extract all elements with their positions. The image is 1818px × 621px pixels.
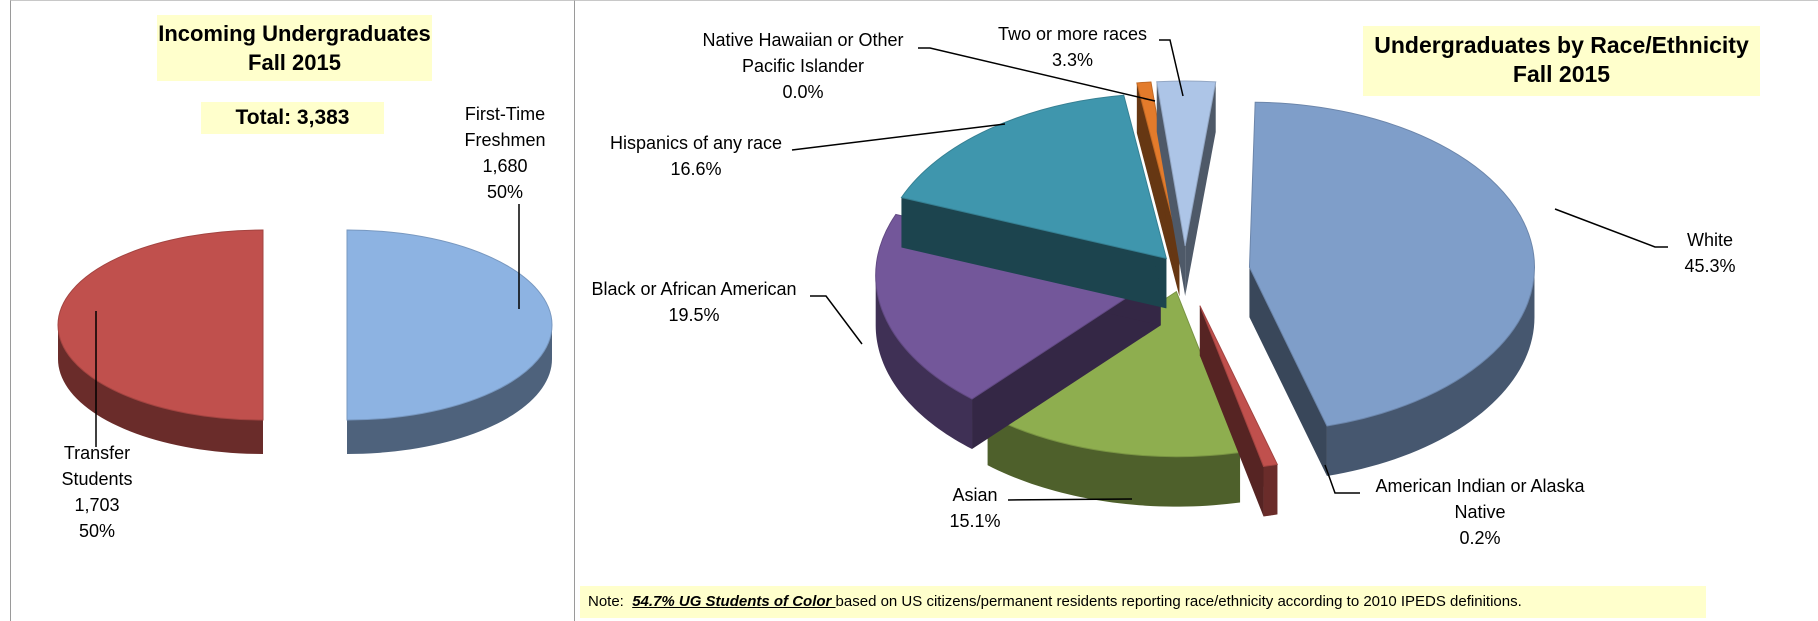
leader-two-or-more [1159,39,1184,97]
slice-top-two-or-more-races [1156,80,1217,247]
incoming-title: Incoming Undergraduates [158,21,431,46]
slice-first-time-freshmen [346,229,553,454]
slice-top-american-indian-or-alaska-native [1199,305,1279,468]
percent-native-hawaiian: 0.0% [782,82,824,102]
slice-wall-american-indian-or-alaska-native [1199,305,1264,517]
slice-side-american-indian-or-alaska-native [1263,464,1278,517]
leader-asian [1007,498,1133,501]
label-native-hawaiian: Native Hawaiian or Other Pacific Islande… [683,27,923,105]
incoming-title-box: Incoming Undergraduates Fall 2015 [157,15,432,81]
percent-black: 19.5% [668,305,720,325]
label-white: White 45.3% [1670,227,1750,279]
slice-side-asian [987,415,1241,507]
percent-transfer-students: 50% [78,521,116,541]
label-hispanics: Hispanics of any race 16.6% [598,130,794,182]
slice-wall-hispanics-of-any-race [901,197,1167,309]
slice-top-native-hawaiian-or-other-pacific-islander [1136,81,1180,247]
percent-american-indian: 0.2% [1459,528,1501,548]
leader-native-hawaiian [918,47,1156,102]
percent-two-or-more: 3.3% [1051,50,1094,70]
percent-hispanics: 16.6% [670,159,722,179]
label-first-time-freshmen: First-Time Freshmen 1,680 50% [450,101,560,205]
percent-asian: 15.1% [949,511,1001,531]
percent-white: 45.3% [1684,256,1736,276]
incoming-subtitle: Fall 2015 [248,50,341,75]
slice-wall-two-or-more-races [1185,81,1216,296]
slice-side-first-time-freshmen [347,325,552,454]
leader-american-indian [1324,464,1360,494]
slice-side-white [1326,267,1535,476]
slice-two-or-more-races [1156,80,1217,296]
note-suffix: based on US citizens/permanent residents… [835,593,1522,610]
label-two-or-more: Two or more races 3.3% [985,21,1160,73]
label-asian: Asian 15.1% [935,482,1015,534]
slice-top-hispanics-of-any-race [900,94,1168,260]
incoming-pie [57,229,553,454]
note-prefix: Note: [588,593,633,610]
slice-top-white [1248,101,1535,427]
slice-side-transfer-students [58,325,263,454]
slice-transfer-students [57,229,264,454]
percent-first-time-freshmen: 50% [486,182,524,202]
slice-american-indian-or-alaska-native [1199,305,1279,517]
value-first-time-freshmen: 1,680 [482,156,528,176]
leader-hispanics [791,123,1006,151]
slice-white [1248,101,1535,476]
label-black: Black or African American 19.5% [580,276,808,328]
slice-wall-native-hawaiian-or-other-pacific-islander [1136,83,1180,297]
slice-top-first-time-freshmen [346,229,553,421]
note-box: Note: 54.7% UG Students of Color based o… [580,586,1706,618]
value-transfer-students: 1,703 [74,495,120,515]
note-emphasis: 54.7% UG Students of Color [632,593,836,610]
slice-wall-white [1249,267,1327,476]
race-title: Undergraduates by Race/Ethnicity [1374,32,1749,58]
race-ethnicity-pie [875,80,1535,517]
total-box: Total: 3,383 [201,102,384,134]
race-subtitle: Fall 2015 [1512,61,1611,87]
slice-top-transfer-students [57,229,264,421]
leader-white [1554,208,1668,248]
label-american-indian: American Indian or Alaska Native 0.2% [1360,473,1600,551]
race-title-box: Undergraduates by Race/Ethnicity Fall 20… [1363,26,1760,96]
total-label: Total: 3,383 [235,106,350,129]
slice-wall-two-or-more-races [1156,81,1186,296]
slice-hispanics-of-any-race [900,94,1168,309]
label-leader-lines [95,39,1668,501]
slice-top-asian [986,290,1241,458]
slice-side-black-or-african-american [875,275,973,450]
label-transfer-students: Transfer Students 1,703 50% [42,440,152,544]
slice-wall-black-or-african-american [972,275,1161,450]
leader-black [810,295,863,345]
